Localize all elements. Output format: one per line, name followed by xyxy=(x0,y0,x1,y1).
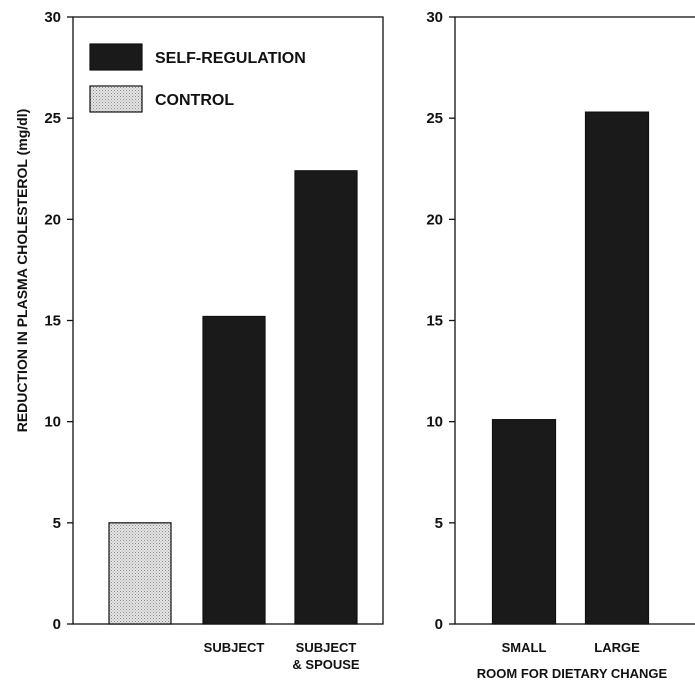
y-tick-label: 25 xyxy=(426,110,443,127)
y-tick-label: 15 xyxy=(426,313,443,330)
bar xyxy=(294,170,358,625)
legend-label: CONTROL xyxy=(155,92,234,109)
y-tick-label: 15 xyxy=(44,313,61,330)
category-label: SMALL xyxy=(502,640,547,655)
y-tick-label: 20 xyxy=(426,211,443,228)
bar xyxy=(584,111,650,625)
y-tick-label: 5 xyxy=(53,515,61,532)
y-tick-label: 20 xyxy=(44,211,61,228)
bar xyxy=(491,419,557,625)
y-axis-label: REDUCTION IN PLASMA CHOLESTEROL (mg/dl) xyxy=(14,109,30,433)
legend-swatch xyxy=(89,43,143,71)
legend-label: SELF-REGULATION xyxy=(155,50,306,67)
y-tick-label: 0 xyxy=(53,616,61,633)
y-tick-label: 5 xyxy=(435,515,443,532)
right-chart: 0 5 10 15 20 25 30 SMALL LARGE ROOM FOR DIETARY C… xyxy=(426,9,695,681)
y-tick-label: 25 xyxy=(44,110,61,127)
y-tick-label: 30 xyxy=(426,9,443,26)
left-chart: 0 5 10 15 20 25 30 SUBJECT SUBJECT & SPOUSE REDUCT… xyxy=(14,9,384,672)
y-tick-label: 10 xyxy=(44,414,61,431)
category-label: SUBJECT & SPOUSE xyxy=(292,640,360,672)
category-label: SUBJECT xyxy=(204,640,265,655)
x-axis-label: ROOM FOR DIETARY CHANGE xyxy=(477,666,668,681)
y-tick-label: 30 xyxy=(44,9,61,26)
y-tick-label: 10 xyxy=(426,414,443,431)
y-tick-label: 0 xyxy=(435,616,443,633)
plot-frame xyxy=(454,16,695,625)
bar xyxy=(108,522,172,625)
category-label: LARGE xyxy=(594,640,640,655)
legend-swatch xyxy=(89,85,143,113)
bar xyxy=(202,315,266,625)
